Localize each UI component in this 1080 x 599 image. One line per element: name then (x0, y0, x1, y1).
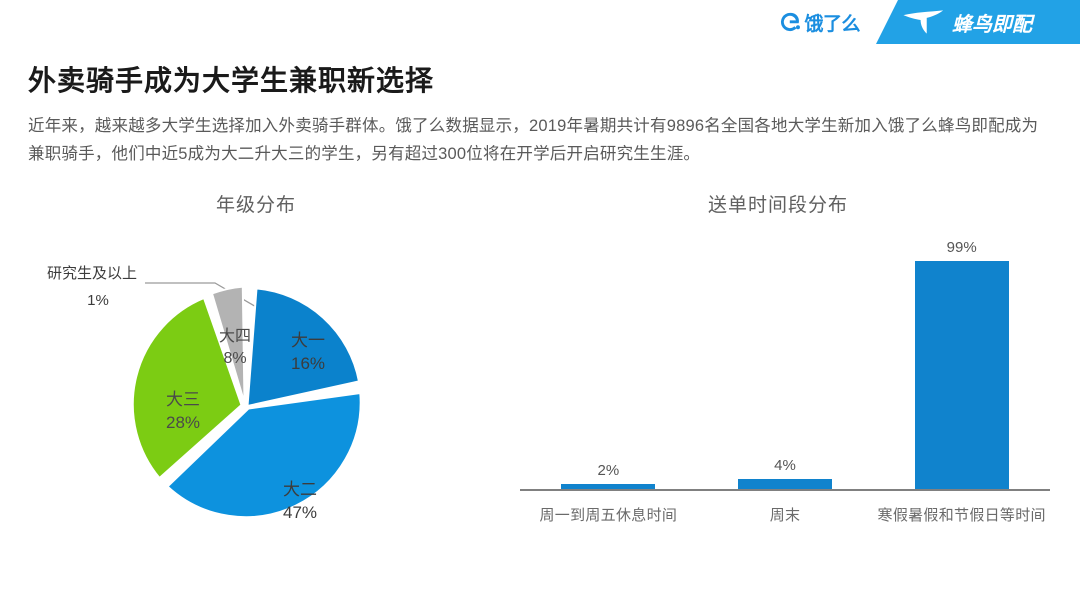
bar-label-weekday-rest: 周一到周五休息时间 (539, 507, 678, 524)
pie-slice-senior[interactable] (210, 285, 246, 404)
bar-rect-weekday-rest[interactable] (561, 484, 656, 489)
pie-label-sophomore-name: 大二 (283, 480, 317, 499)
eleme-wordmark: 饿了么 (804, 13, 860, 35)
pie-label-freshman-name: 大一 (291, 331, 325, 350)
hummingbird-bird-icon (903, 10, 944, 34)
pie-slices (131, 285, 362, 519)
bar-column: 4% (697, 239, 874, 489)
bar-chart-title: 送单时间段分布 (707, 195, 848, 216)
pie-label-junior-name: 大三 (166, 390, 200, 409)
hummingbird-wordmark: 蜂鸟即配 (952, 13, 1032, 36)
bar-column: 99% (873, 239, 1050, 489)
page-header: 饿了么 蜂鸟即配 (0, 0, 1080, 44)
pie-label-graduate-name: 研究生及以上 (47, 265, 137, 282)
bar-rect-weekend[interactable] (738, 479, 832, 489)
bar-value-label: 99% (946, 239, 977, 256)
intro-paragraph: 近年来，越来越多大学生选择加入外卖骑手群体。饿了么数据显示，2019年暑期共计有… (28, 116, 1039, 163)
bar-column: 2% (520, 239, 697, 489)
pie-label-junior-value: 28% (166, 413, 200, 432)
pie-label-freshman-value: 16% (291, 354, 325, 373)
bar-value-label: 4% (774, 457, 796, 474)
bar-label-holiday: 寒假暑假和节假日等时间 (877, 507, 1046, 524)
eleme-logo: 饿了么 (779, 0, 860, 44)
pie-chart-panel: 年级分布 大一 (20, 190, 500, 570)
page-title: 外卖骑手成为大学生兼职新选择 (28, 64, 435, 96)
bar-chart-axis-line (520, 489, 1050, 491)
pie-label-sophomore-value: 47% (283, 503, 317, 522)
pie-chart-title: 年级分布 (215, 195, 296, 216)
bar-value-label: 2% (597, 462, 620, 479)
pie-chart-svg: 大一 16% 大二 47% 大三 28% 大四 8% 研究生及以上 1% (47, 265, 362, 522)
pie-slice-freshman[interactable] (246, 287, 361, 408)
bar-chart-figure: 2% 4% 99% 周一到周五休息时间 周末 寒假暑假和节假日等时间 (520, 239, 1050, 527)
bar-chart-panel: 送单时间段分布 2% 4% 99% 周一到周五休息时间 周末 (500, 190, 1070, 570)
pie-label-graduate-value: 1% (87, 292, 109, 309)
charts-container: 年级分布 大一 (0, 190, 1080, 570)
bar-label-weekend: 周末 (769, 507, 801, 524)
eleme-e-icon (781, 12, 801, 32)
pie-label-senior-name: 大四 (219, 327, 251, 345)
pie-label-senior-value: 8% (223, 350, 246, 367)
bar-category-labels: 周一到周五休息时间 周末 寒假暑假和节假日等时间 (520, 504, 1050, 525)
pie-slice-junior[interactable] (131, 296, 243, 480)
pie-chart-figure: 大一 16% 大二 47% 大三 28% 大四 8% 研究生及以上 1% (20, 223, 500, 553)
bar-rect-holiday[interactable] (914, 261, 1009, 489)
hummingbird-banner: 蜂鸟即配 (876, 0, 1080, 44)
pie-slice-sophomore[interactable] (166, 391, 362, 519)
brand-bar: 饿了么 蜂鸟即配 (779, 0, 1080, 44)
bar-columns: 2% 4% 99% (520, 239, 1050, 489)
